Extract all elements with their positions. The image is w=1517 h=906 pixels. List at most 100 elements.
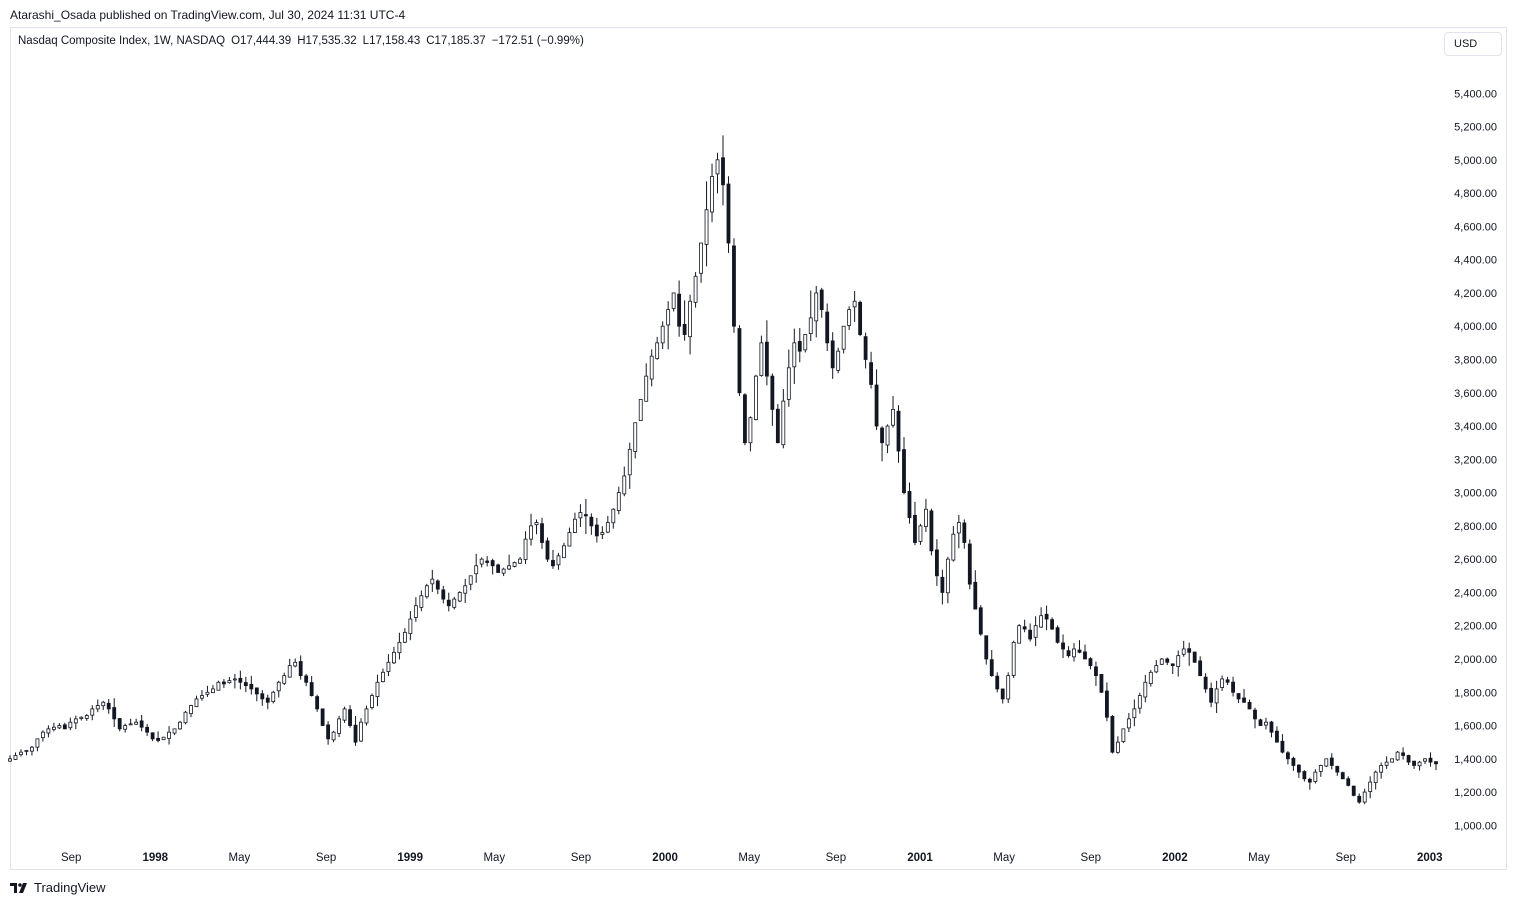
candle-body (342, 708, 347, 721)
candle-body (896, 410, 901, 452)
candle-body (1176, 655, 1181, 667)
candle-body (1340, 772, 1345, 780)
y-tick-label: 3,600.00 (1454, 388, 1497, 400)
candle-body (211, 688, 215, 694)
footer-brand[interactable]: TradingView (10, 880, 106, 895)
candle-body (178, 721, 182, 730)
candle-body (594, 524, 599, 537)
y-tick-label: 2,800.00 (1454, 521, 1497, 533)
candle-body (501, 568, 506, 574)
legend-high: H17,535.32 (297, 35, 357, 47)
candle-body (1066, 650, 1071, 657)
candle-body (424, 585, 429, 598)
candle-body (578, 512, 583, 519)
candle-body (84, 715, 89, 719)
candle-body (1318, 765, 1323, 772)
legend-symbol[interactable]: Nasdaq Composite Index, 1W, NASDAQ (18, 35, 226, 47)
candle-body (156, 737, 160, 741)
candle-body (677, 293, 682, 327)
y-tick-label: 3,400.00 (1454, 421, 1497, 433)
candle-body (1417, 761, 1422, 767)
candle-body (945, 558, 950, 594)
candle-body (1083, 651, 1087, 660)
candle-body (1302, 771, 1307, 780)
candle-body (485, 560, 490, 563)
legend-low: L17,158.43 (362, 35, 421, 47)
candle-body (819, 289, 824, 310)
candle-body (287, 665, 292, 678)
price-axis[interactable]: 1,000.00 1,200.00 1,400.00 1,600.00 1,800.00… (1454, 88, 1497, 832)
y-tick-label: 1,800.00 (1454, 687, 1497, 699)
candle-body (512, 562, 517, 567)
symbol-legend: Nasdaq Composite Index, 1W, NASDAQ O17,44… (18, 35, 590, 47)
candle-body (1428, 757, 1433, 763)
tradingview-logo-icon (10, 882, 27, 893)
candle-body (304, 675, 309, 683)
candle-body (8, 758, 12, 762)
x-tick-label: 2002 (1162, 852, 1188, 864)
candle-body (732, 245, 736, 327)
candle-body (1220, 678, 1225, 688)
candle-body (1148, 671, 1153, 684)
candle-body (249, 683, 254, 690)
candle-body (161, 736, 166, 741)
candle-body (1099, 674, 1104, 693)
candle-body (562, 545, 566, 559)
candle-body (1198, 660, 1203, 677)
candle-body (529, 525, 533, 540)
candle-body (913, 514, 917, 543)
candle-body (600, 532, 605, 535)
candle-body (1044, 613, 1049, 620)
candle-body (1307, 778, 1312, 783)
candle-body (1269, 721, 1274, 733)
candle-body (232, 678, 237, 681)
candle-body (518, 558, 522, 564)
x-tick-label: Sep (1081, 852, 1101, 864)
candle-body (605, 522, 610, 533)
x-tick-label: Sep (826, 852, 846, 864)
candle-body (1110, 716, 1115, 753)
candle-body (19, 751, 23, 755)
candle-body (967, 543, 972, 585)
candle-body (814, 292, 819, 322)
candle-body (1329, 757, 1334, 766)
y-tick-label: 2,600.00 (1454, 554, 1497, 566)
candle-body (721, 157, 725, 186)
candle-body (1011, 641, 1016, 676)
x-tick-label: Sep (571, 852, 591, 864)
candle-body (507, 565, 512, 570)
candle-body (227, 680, 232, 684)
candle-body (940, 576, 945, 593)
candle-body (468, 575, 473, 585)
candle-body (781, 400, 786, 446)
candle-body (693, 275, 698, 303)
y-tick-label: 3,200.00 (1454, 454, 1497, 466)
candle-body (1313, 771, 1318, 782)
candle-body (1072, 648, 1076, 658)
time-axis[interactable]: Sep 1998 May Sep 1999 May Sep 2000 May Sep 2001 May… (61, 852, 1443, 864)
y-tick-label: 2,400.00 (1454, 587, 1497, 599)
candle-body (370, 695, 374, 708)
candle-body (1088, 658, 1093, 667)
candle-body (441, 589, 446, 600)
candle-body (978, 607, 983, 635)
x-tick-label: May (1248, 852, 1270, 864)
candle-body (1368, 781, 1373, 792)
candle-body (1017, 625, 1022, 644)
x-tick-label: May (229, 852, 251, 864)
candle-body (622, 475, 627, 495)
candle-body (1384, 761, 1389, 766)
candle-body (726, 183, 731, 244)
candle-body (737, 328, 742, 394)
candle-body (1209, 687, 1214, 703)
candle-body (1351, 785, 1356, 796)
candle-body (545, 540, 550, 560)
candle-body (145, 726, 150, 733)
candle-body (1126, 718, 1131, 729)
candle-body (1170, 663, 1175, 667)
currency-button[interactable]: USD (1444, 32, 1502, 56)
candle-body (413, 605, 418, 618)
candle-body (381, 671, 385, 683)
candle-body (1291, 757, 1296, 766)
